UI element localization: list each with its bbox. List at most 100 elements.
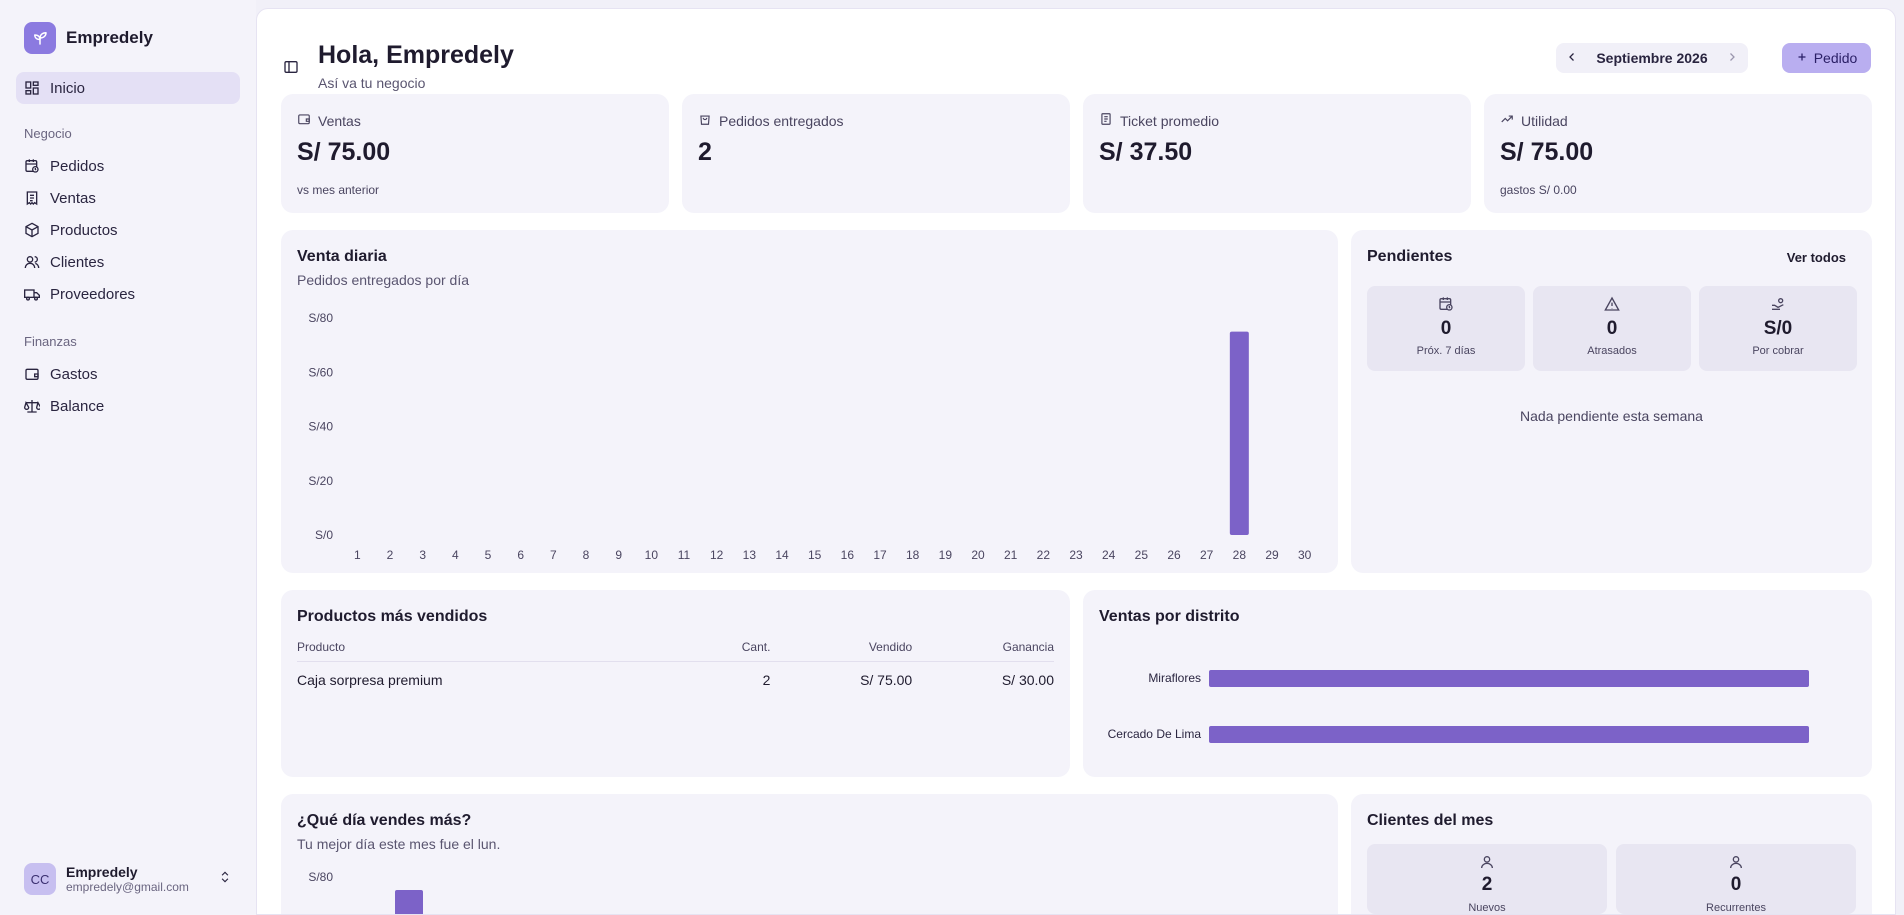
y-tick-label: S/80: [308, 870, 333, 884]
x-tick-label: 29: [1265, 548, 1279, 562]
y-tick-label: S/80: [308, 311, 333, 325]
pending-tile-label: Por cobrar: [1752, 345, 1804, 357]
x-tick-label: 4: [452, 548, 459, 562]
district-bar: [1209, 670, 1809, 687]
y-tick-label: S/20: [308, 474, 333, 488]
pending-tile-label: Atrasados: [1587, 345, 1637, 357]
y-tick-label: S/60: [308, 365, 333, 379]
pending-tile: S/0 Por cobrar: [1699, 286, 1857, 371]
pending-tile: 0 Próx. 7 días: [1367, 286, 1525, 371]
chevrons-up-down-icon[interactable]: [218, 870, 232, 889]
calendar-clock-icon: [1367, 296, 1525, 312]
stat-label-row: Ticket promedio: [1099, 112, 1219, 129]
receipt-icon: [1099, 112, 1113, 129]
sidebar-item-ventas[interactable]: Ventas: [16, 182, 240, 214]
district-label: Cercado De Lima: [1108, 727, 1202, 741]
brand-name: Empredely: [66, 28, 153, 47]
sidebar-item-inicio[interactable]: Inicio: [16, 72, 240, 104]
x-tick-label: 3: [419, 548, 426, 562]
stat-value: S/ 75.00: [297, 138, 391, 166]
top-products-card: Productos más vendidos Producto Cant. Ve…: [281, 590, 1070, 777]
sidebar-item-productos[interactable]: Productos: [16, 214, 240, 246]
x-tick-label: 28: [1233, 548, 1247, 562]
sidebar-item-label: Balance: [50, 397, 105, 415]
pending-tile-label: Próx. 7 días: [1416, 345, 1476, 357]
clients-tile-value: 0: [1730, 874, 1742, 895]
leaf-logo-icon: [24, 22, 56, 54]
stat-label-row: Utilidad: [1500, 112, 1568, 129]
pending-tile: 0 Atrasados: [1533, 286, 1691, 371]
new-order-label: Pedido: [1813, 50, 1858, 66]
product-profit: S/ 30.00: [1001, 672, 1054, 688]
sidebar-item-balance[interactable]: Balance: [16, 390, 240, 422]
x-tick-label: 6: [517, 548, 524, 562]
sidebar-item-label: Clientes: [50, 253, 105, 271]
product-sold: S/ 75.00: [860, 672, 913, 688]
stat-label-row: Ventas: [297, 112, 361, 129]
clients-tile-nuevos: 2 Nuevos: [1367, 844, 1607, 914]
nav-group-negocio: Negocio: [24, 126, 72, 141]
alert-triangle-icon: [1533, 296, 1691, 312]
district-sales-chart: Miraflores Cercado De Lima: [1108, 670, 1809, 743]
district-sales-card: Ventas por distrito Miraflores Cercado De…: [1083, 590, 1872, 777]
x-tick-label: 21: [1004, 548, 1018, 562]
stat-label: Pedidos entregados: [719, 112, 844, 129]
card-title: Clientes del mes: [1367, 812, 1494, 829]
clients-tile-label: Recurrentes: [1706, 902, 1766, 914]
sidebar-item-clientes[interactable]: Clientes: [16, 246, 240, 278]
pending-tile-value: 0: [1606, 318, 1618, 339]
sidebar-item-label: Proveedores: [50, 285, 136, 303]
scale-icon: [24, 398, 40, 414]
x-tick-label: 19: [939, 548, 953, 562]
x-tick-label: 12: [710, 548, 724, 562]
stat-card-ventas: Ventas S/ 75.00 vs mes anterior: [281, 94, 669, 213]
hand-coins-icon: [1699, 296, 1857, 312]
pending-tile-value: S/0: [1763, 318, 1793, 339]
dashboard-icon: [24, 80, 40, 96]
trending-up-icon: [1500, 112, 1514, 129]
sidebar-item-gastos[interactable]: Gastos: [16, 358, 240, 390]
chevron-right-icon[interactable]: [1726, 50, 1738, 67]
new-order-button[interactable]: Pedido: [1782, 43, 1871, 73]
x-tick-label: 14: [775, 548, 789, 562]
x-tick-label: 26: [1167, 548, 1181, 562]
top-products-table: Producto Cant. Vendido Ganancia Caja sor…: [297, 640, 1054, 698]
package-icon: [24, 222, 40, 238]
table-row[interactable]: Caja sorpresa premium 2 S/ 75.00 S/ 30.0…: [297, 662, 1054, 699]
clients-tile-label: Nuevos: [1468, 902, 1506, 914]
stat-label-row: Pedidos entregados: [698, 112, 844, 129]
product-name: Caja sorpresa premium: [297, 672, 443, 688]
stat-card-utilidad: Utilidad S/ 75.00 gastos S/ 0.00: [1484, 94, 1872, 213]
clients-card: Clientes del mes 2 Nuevos 0 Recurrentes: [1351, 794, 1872, 914]
stat-label: Ticket promedio: [1120, 112, 1220, 129]
sidebar-toggle-icon[interactable]: [283, 59, 299, 80]
see-all-button[interactable]: Ver todos: [1786, 250, 1846, 265]
x-tick-label: 23: [1069, 548, 1083, 562]
stat-value: S/ 37.50: [1099, 138, 1193, 166]
stat-label: Ventas: [318, 112, 361, 129]
stat-foot: vs mes anterior: [297, 183, 380, 197]
x-tick-label: 30: [1298, 548, 1312, 562]
weekday-bar: [395, 890, 423, 914]
stat-value: 2: [698, 138, 712, 166]
x-tick-label: 1: [354, 548, 361, 562]
sidebar-item-proveedores[interactable]: Proveedores: [16, 278, 240, 310]
chevron-left-icon[interactable]: [1566, 50, 1578, 67]
district-label: Miraflores: [1148, 671, 1201, 685]
brand[interactable]: Empredely: [16, 20, 240, 56]
receipt-icon: [24, 190, 40, 206]
col-producto: Producto: [297, 640, 693, 662]
card-title: Ventas por distrito: [1099, 608, 1240, 625]
x-tick-label: 15: [808, 548, 822, 562]
x-tick-label: 7: [550, 548, 557, 562]
x-tick-label: 24: [1102, 548, 1116, 562]
x-tick-label: 5: [485, 548, 492, 562]
sidebar-item-pedidos[interactable]: Pedidos: [16, 150, 240, 182]
user-menu[interactable]: CC Empredely empredely@gmail.com: [16, 863, 240, 895]
daily-sales-chart: S/0S/20S/40S/60S/801 2 3 4 5 6 7 8 9 10 11 12 13 14 15…: [308, 311, 1312, 562]
month-picker: Septiembre 2026: [1556, 43, 1748, 73]
stat-foot: gastos S/ 0.00: [1500, 183, 1577, 197]
clients-tile-value: 2: [1481, 874, 1493, 895]
sidebar-item-label: Inicio: [50, 79, 86, 97]
x-tick-label: 17: [873, 548, 887, 562]
